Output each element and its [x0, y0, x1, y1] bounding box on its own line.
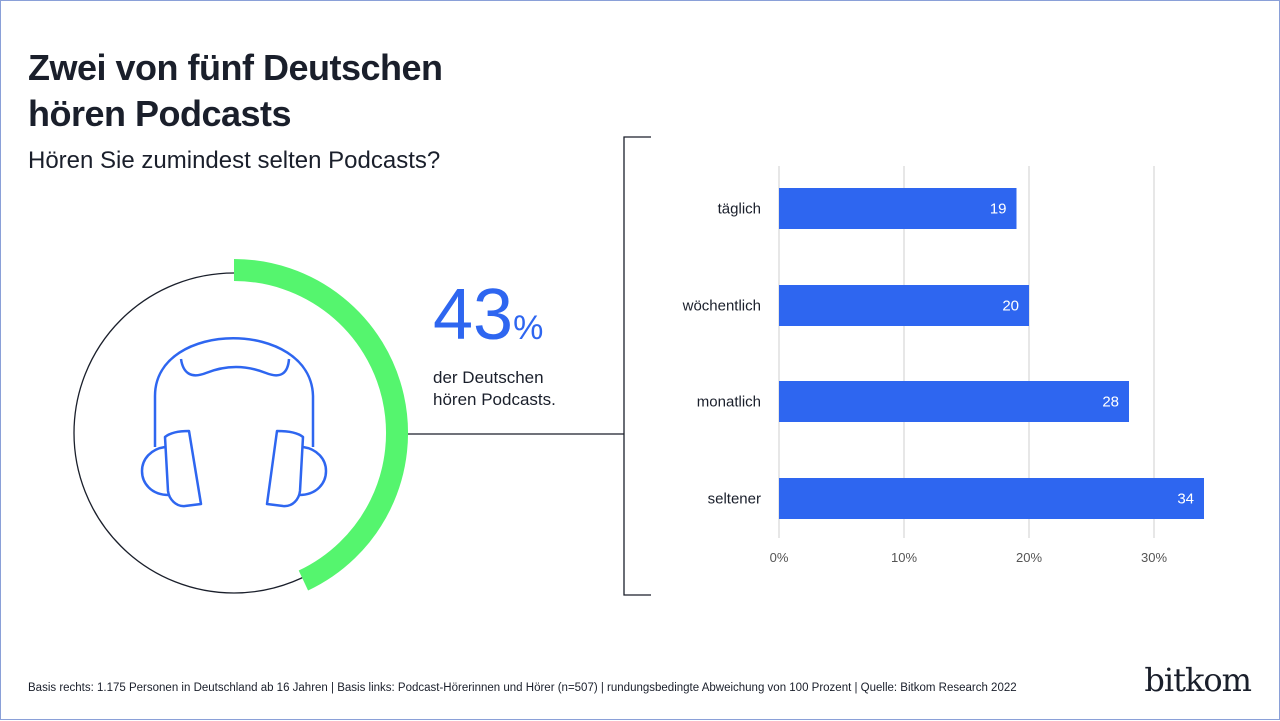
page-title: Zwei von fünf Deutschen hören Podcasts [28, 47, 443, 134]
headline-unit: % [513, 309, 544, 347]
bar-value-label: 20 [1002, 298, 1019, 315]
desc-line-2: hören Podcasts. [433, 390, 556, 409]
category-label: wöchentlich [682, 298, 761, 315]
bar-seltener [779, 478, 1204, 519]
x-tick-label: 20% [1016, 550, 1042, 565]
bar-monatlich [779, 381, 1129, 422]
headline-value: 43 [433, 275, 514, 355]
bar-value-label: 34 [1177, 491, 1194, 508]
bitkom-logo: bitkom [1144, 661, 1252, 699]
bar-value-label: 19 [990, 201, 1007, 218]
bar-wöchentlich [779, 285, 1029, 326]
bar-täglich [779, 188, 1017, 229]
headline-description: der Deutschen hören Podcasts. [433, 367, 556, 411]
category-label: täglich [718, 201, 761, 218]
category-label: monatlich [697, 394, 761, 411]
x-tick-label: 0% [770, 550, 789, 565]
desc-line-1: der Deutschen [433, 368, 544, 387]
headline-percentage: 43% [433, 279, 543, 364]
headphones-icon [140, 337, 328, 508]
x-tick-label: 30% [1141, 550, 1167, 565]
bar-value-label: 28 [1102, 394, 1119, 411]
footer-source: Basis rechts: 1.175 Personen in Deutschl… [28, 682, 1017, 694]
x-tick-label: 10% [891, 550, 917, 565]
bracket [623, 136, 651, 596]
category-label: seltener [708, 491, 761, 508]
subtitle: Hören Sie zumindest selten Podcasts? [28, 147, 441, 174]
donut-progress-arc [233, 259, 408, 591]
